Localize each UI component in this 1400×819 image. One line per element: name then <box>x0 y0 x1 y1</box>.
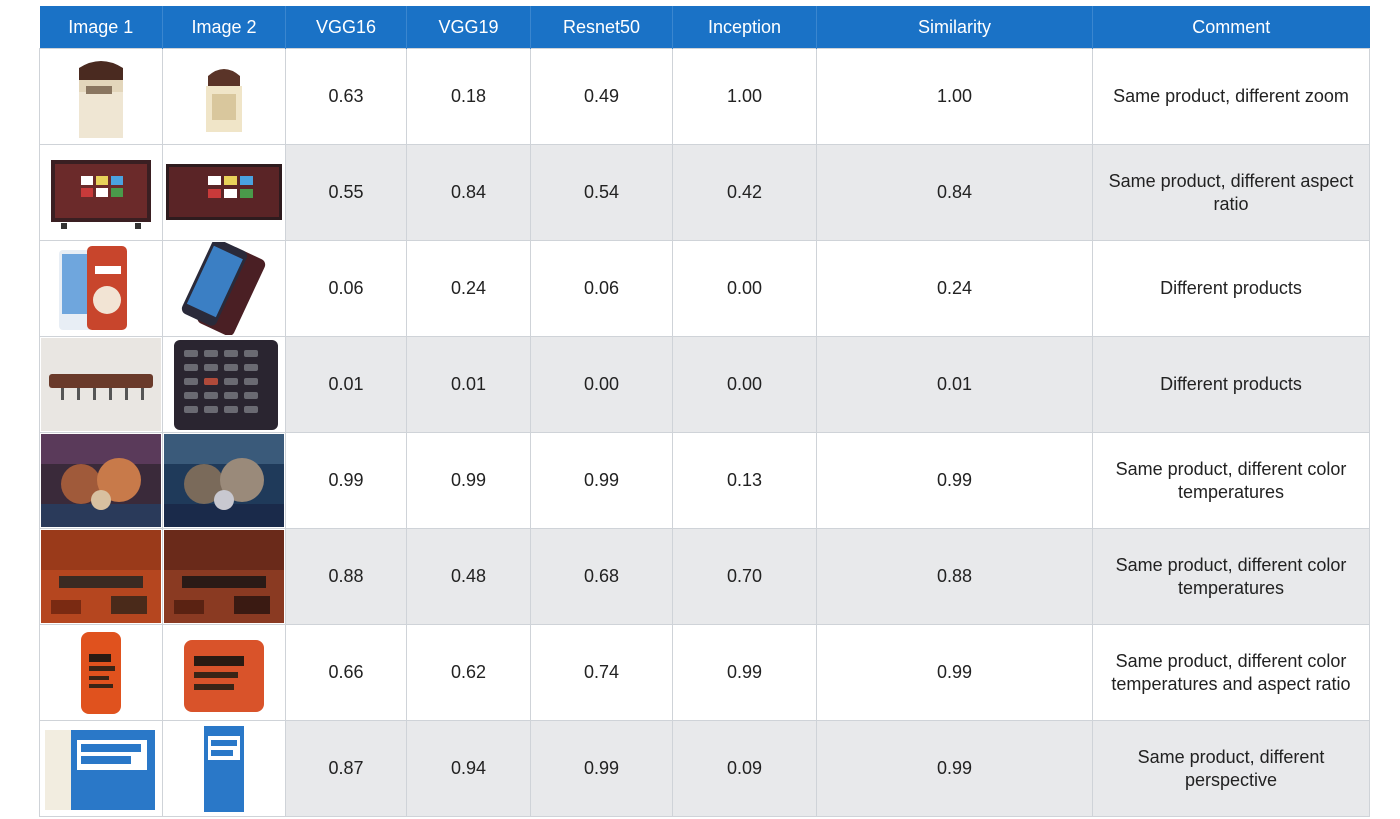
poster-icon <box>164 434 284 527</box>
inception-cell: 0.70 <box>672 528 817 625</box>
header-comment: Comment <box>1092 6 1370 49</box>
similarity-cell: 0.99 <box>816 624 1093 721</box>
table-row: 0.87 0.94 0.99 0.09 0.99 Same product, d… <box>39 720 1370 817</box>
vgg19-cell: 0.18 <box>406 48 531 145</box>
similarity-cell: 0.88 <box>816 528 1093 625</box>
image-similarity-table: Image 1 Image 2 VGG16 VGG19 Resnet50 Inc… <box>39 6 1370 817</box>
resnet50-cell: 0.74 <box>530 624 673 721</box>
vgg16-cell: 0.66 <box>285 624 407 721</box>
header-image-1: Image 1 <box>39 6 163 49</box>
phone-icon <box>164 242 284 335</box>
phone-case-icon <box>41 242 161 335</box>
image-2-cell <box>162 432 286 529</box>
vgg19-cell: 0.24 <box>406 240 531 337</box>
table-row: 0.06 0.24 0.06 0.00 0.24 Different produ… <box>39 240 1370 337</box>
album-cover-icon <box>41 530 161 623</box>
album-cover-icon <box>164 530 284 623</box>
comparison-table-container: Image 1 Image 2 VGG16 VGG19 Resnet50 Inc… <box>39 6 1370 817</box>
header-image-2: Image 2 <box>162 6 286 49</box>
vgg16-cell: 0.55 <box>285 144 407 241</box>
vgg16-cell: 0.01 <box>285 336 407 433</box>
comment-cell: Same product, different color temperatur… <box>1092 432 1370 529</box>
header-row: Image 1 Image 2 VGG16 VGG19 Resnet50 Inc… <box>39 6 1370 49</box>
image-2-cell <box>162 144 286 241</box>
header-vgg19: VGG19 <box>406 6 531 49</box>
resnet50-cell: 0.99 <box>530 432 673 529</box>
similarity-cell: 0.01 <box>816 336 1093 433</box>
polish-bottle-icon <box>41 626 161 719</box>
cream-jar-icon <box>164 50 284 143</box>
table-row: 0.99 0.99 0.99 0.13 0.99 Same product, d… <box>39 432 1370 529</box>
comment-cell: Same product, different color temperatur… <box>1092 624 1370 721</box>
resnet50-cell: 0.99 <box>530 720 673 817</box>
inception-cell: 0.13 <box>672 432 817 529</box>
image-1-cell <box>39 432 163 529</box>
comment-cell: Same product, different aspect ratio <box>1092 144 1370 241</box>
resnet50-cell: 0.68 <box>530 528 673 625</box>
inception-cell: 1.00 <box>672 48 817 145</box>
vgg19-cell: 0.84 <box>406 144 531 241</box>
table-row: 0.55 0.84 0.54 0.42 0.84 Same product, d… <box>39 144 1370 241</box>
vgg19-cell: 0.48 <box>406 528 531 625</box>
comment-cell: Different products <box>1092 240 1370 337</box>
inception-cell: 0.00 <box>672 240 817 337</box>
similarity-cell: 0.24 <box>816 240 1093 337</box>
image-2-cell <box>162 624 286 721</box>
image-1-cell <box>39 240 163 337</box>
image-2-cell <box>162 240 286 337</box>
comment-cell: Same product, different color temperatur… <box>1092 528 1370 625</box>
comment-cell: Same product, different zoom <box>1092 48 1370 145</box>
resnet50-cell: 0.49 <box>530 48 673 145</box>
eye-drops-box-icon <box>41 722 161 815</box>
image-2-cell <box>162 720 286 817</box>
inception-cell: 0.99 <box>672 624 817 721</box>
image-1-cell <box>39 720 163 817</box>
image-1-cell <box>39 144 163 241</box>
comment-cell: Same product, different perspective <box>1092 720 1370 817</box>
polish-bottle-icon <box>164 626 284 719</box>
vgg16-cell: 0.63 <box>285 48 407 145</box>
vgg19-cell: 0.01 <box>406 336 531 433</box>
image-1-cell <box>39 48 163 145</box>
vgg16-cell: 0.99 <box>285 432 407 529</box>
image-1-cell <box>39 336 163 433</box>
inception-cell: 0.00 <box>672 336 817 433</box>
table-row: 0.63 0.18 0.49 1.00 1.00 Same product, d… <box>39 48 1370 145</box>
image-2-cell <box>162 48 286 145</box>
inception-cell: 0.09 <box>672 720 817 817</box>
tv-icon <box>41 146 161 239</box>
resnet50-cell: 0.00 <box>530 336 673 433</box>
cream-jar-icon <box>41 50 161 143</box>
image-1-cell <box>39 528 163 625</box>
table-row: 0.66 0.62 0.74 0.99 0.99 Same product, d… <box>39 624 1370 721</box>
resnet50-cell: 0.06 <box>530 240 673 337</box>
image-2-cell <box>162 336 286 433</box>
image-2-cell <box>162 528 286 625</box>
similarity-cell: 0.99 <box>816 432 1093 529</box>
vgg16-cell: 0.06 <box>285 240 407 337</box>
power-strip-icon <box>41 338 161 431</box>
vgg16-cell: 0.87 <box>285 720 407 817</box>
vgg19-cell: 0.94 <box>406 720 531 817</box>
similarity-cell: 0.99 <box>816 720 1093 817</box>
header-vgg16: VGG16 <box>285 6 407 49</box>
header-similarity: Similarity <box>816 6 1093 49</box>
tv-icon <box>164 146 284 239</box>
remote-icon <box>164 338 284 431</box>
comment-cell: Different products <box>1092 336 1370 433</box>
table-row: 0.88 0.48 0.68 0.70 0.88 Same product, d… <box>39 528 1370 625</box>
vgg19-cell: 0.99 <box>406 432 531 529</box>
vgg16-cell: 0.88 <box>285 528 407 625</box>
inception-cell: 0.42 <box>672 144 817 241</box>
similarity-cell: 0.84 <box>816 144 1093 241</box>
vgg19-cell: 0.62 <box>406 624 531 721</box>
header-resnet50: Resnet50 <box>530 6 673 49</box>
poster-icon <box>41 434 161 527</box>
similarity-cell: 1.00 <box>816 48 1093 145</box>
image-1-cell <box>39 624 163 721</box>
table-row: 0.01 0.01 0.00 0.00 0.01 Different produ… <box>39 336 1370 433</box>
eye-drops-box-icon <box>164 722 284 815</box>
resnet50-cell: 0.54 <box>530 144 673 241</box>
header-inception: Inception <box>672 6 817 49</box>
